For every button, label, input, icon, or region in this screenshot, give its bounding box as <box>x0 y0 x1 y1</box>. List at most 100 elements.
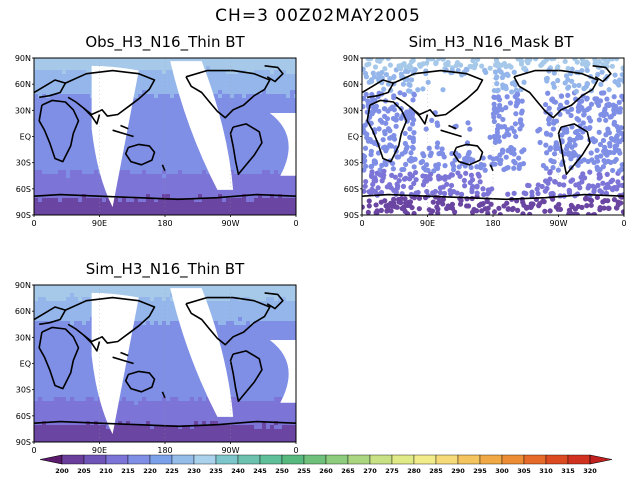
data-cell <box>286 317 290 321</box>
data-point <box>362 96 367 102</box>
data-cell <box>138 345 142 349</box>
data-cell <box>86 134 90 138</box>
data-cell <box>250 317 254 321</box>
data-cell <box>230 285 234 289</box>
data-cell <box>58 301 62 305</box>
data-cell <box>146 134 150 138</box>
data-cell <box>242 66 246 70</box>
data-cell <box>150 313 154 317</box>
data-cell <box>226 202 230 206</box>
data-cell <box>230 82 234 86</box>
data-cell <box>250 86 254 90</box>
data-cell <box>138 293 142 297</box>
coastline <box>513 69 599 119</box>
data-cell <box>174 90 178 94</box>
panel-title-sim-thin: Sim_H3_N16_Thin BT <box>85 260 245 278</box>
data-point <box>518 110 525 116</box>
data-cell <box>278 150 282 154</box>
data-cell <box>130 202 134 206</box>
data-cell <box>290 317 294 321</box>
data-cell <box>254 321 258 325</box>
data-cell <box>282 142 286 146</box>
data-cell <box>270 126 274 130</box>
data-cell <box>282 285 286 289</box>
data-cell <box>86 86 90 90</box>
data-cell <box>146 114 150 118</box>
data-cell <box>254 114 258 118</box>
data-cell <box>62 110 66 114</box>
data-cell <box>38 190 42 194</box>
data-cell <box>250 142 254 146</box>
data-cell <box>238 162 242 166</box>
data-cell <box>74 325 78 329</box>
data-cell <box>46 289 50 293</box>
data-cell <box>154 146 158 150</box>
data-cell <box>150 102 154 106</box>
data-cell <box>146 110 150 114</box>
data-point <box>583 59 590 65</box>
data-cell <box>138 317 142 321</box>
data-cell <box>46 186 50 190</box>
data-point <box>591 139 597 145</box>
data-point <box>598 81 604 87</box>
data-cell <box>294 337 296 341</box>
data-cell <box>262 162 266 166</box>
data-cell <box>42 210 46 214</box>
data-cell <box>78 305 82 309</box>
data-point <box>569 211 575 215</box>
data-cell <box>210 62 214 66</box>
data-cell <box>290 305 294 309</box>
data-cell <box>158 337 162 341</box>
data-cell <box>254 333 258 337</box>
data-cell <box>254 74 258 78</box>
data-cell <box>118 210 122 214</box>
data-point <box>481 191 487 198</box>
data-cell <box>250 170 254 174</box>
data-cell <box>266 182 270 186</box>
data-cell <box>226 289 230 293</box>
data-cell <box>142 134 146 138</box>
data-point <box>617 139 623 145</box>
data-cell <box>246 58 250 62</box>
data-cell <box>122 186 126 190</box>
data-cell <box>74 349 78 353</box>
data-cell <box>226 194 230 198</box>
data-cell <box>234 122 238 126</box>
data-cell <box>74 62 78 66</box>
data-cell <box>158 78 162 82</box>
data-cell <box>110 58 114 62</box>
data-cell <box>130 293 134 297</box>
data-point <box>482 67 488 73</box>
data-point <box>390 201 397 207</box>
data-cell <box>258 118 262 122</box>
data-point <box>511 165 517 171</box>
data-cell <box>262 329 266 333</box>
data-cell <box>142 313 146 317</box>
data-cell <box>178 170 182 174</box>
data-cell <box>282 130 286 134</box>
data-cell <box>286 293 290 297</box>
data-cell <box>62 198 66 202</box>
data-point <box>420 151 426 157</box>
data-cell <box>186 194 190 198</box>
data-cell <box>178 202 182 206</box>
data-cell <box>266 130 270 134</box>
data-cell <box>270 333 274 337</box>
data-cell <box>86 166 90 170</box>
data-cell <box>42 341 46 345</box>
data-cell <box>254 297 258 301</box>
data-cell <box>258 337 262 341</box>
data-cell <box>130 106 134 110</box>
data-cell <box>162 102 166 106</box>
data-cell <box>42 162 46 166</box>
data-cell <box>42 297 46 301</box>
data-cell <box>74 66 78 70</box>
data-cell <box>262 285 266 289</box>
data-cell <box>246 186 250 190</box>
data-cell <box>226 349 230 353</box>
data-cell <box>262 190 266 194</box>
data-cell <box>154 142 158 146</box>
data-cell <box>54 206 58 210</box>
data-cell <box>218 333 222 337</box>
data-cell <box>262 293 266 297</box>
